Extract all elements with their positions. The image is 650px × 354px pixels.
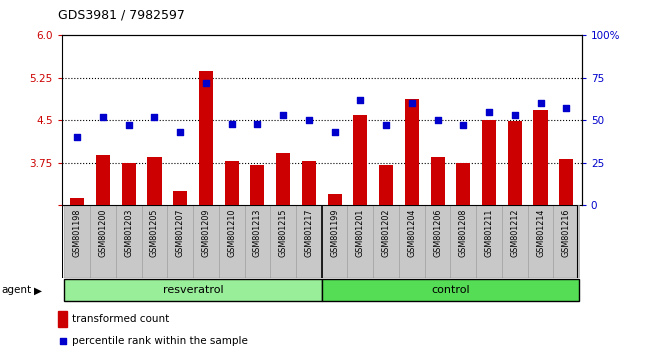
Bar (193, 205, 219, 278)
Text: percentile rank within the sample: percentile rank within the sample (72, 336, 248, 346)
Bar (70, 198, 84, 205)
Point (458, 122, 469, 128)
Point (381, 122, 391, 128)
Text: GSM801205: GSM801205 (150, 209, 159, 257)
Text: GSM801203: GSM801203 (124, 209, 133, 257)
Bar (508, 121, 522, 205)
Text: GSM801200: GSM801200 (98, 209, 107, 257)
Point (510, 113, 520, 118)
Text: GSM801209: GSM801209 (202, 209, 211, 257)
Point (561, 105, 571, 111)
Bar (322, 279, 579, 302)
Bar (424, 205, 450, 278)
Bar (224, 161, 239, 205)
Bar (167, 205, 193, 278)
Point (175, 130, 185, 135)
Point (380, 241, 391, 247)
Point (278, 113, 289, 118)
Bar (270, 205, 296, 278)
Bar (534, 110, 548, 205)
Bar (456, 163, 471, 205)
Bar (244, 205, 270, 278)
Point (432, 118, 443, 123)
Point (484, 109, 494, 115)
Text: GSM801217: GSM801217 (304, 209, 313, 257)
Bar (276, 153, 290, 205)
Text: GSM801210: GSM801210 (227, 209, 236, 257)
Bar (173, 191, 187, 205)
Bar (96, 155, 110, 205)
Bar (322, 205, 348, 278)
Point (124, 122, 134, 128)
Point (72, 135, 83, 140)
Bar (476, 205, 502, 278)
Bar (58, 311, 68, 327)
Text: GSM801204: GSM801204 (408, 209, 417, 257)
Bar (64, 205, 90, 278)
Bar (296, 205, 322, 278)
Point (226, 121, 237, 127)
Text: GSM801199: GSM801199 (330, 209, 339, 257)
Bar (142, 205, 167, 278)
Bar (379, 165, 393, 205)
Bar (148, 157, 161, 205)
Bar (482, 120, 496, 205)
Text: GSM801198: GSM801198 (73, 209, 82, 257)
Point (150, 114, 160, 120)
Bar (348, 205, 373, 278)
Bar (405, 99, 419, 205)
Point (98, 114, 108, 120)
Bar (450, 205, 476, 278)
Bar (328, 194, 342, 205)
Text: resveratrol: resveratrol (162, 285, 224, 295)
Text: GSM801213: GSM801213 (253, 209, 262, 257)
Bar (90, 205, 116, 278)
Bar (430, 157, 445, 205)
Text: GSM801206: GSM801206 (433, 209, 442, 257)
Point (252, 121, 263, 127)
Text: ▶: ▶ (34, 285, 42, 295)
Text: agent: agent (1, 285, 31, 295)
Bar (559, 159, 573, 205)
Text: GSM801207: GSM801207 (176, 209, 185, 257)
Text: GSM801201: GSM801201 (356, 209, 365, 257)
Bar (199, 70, 213, 205)
Bar (219, 205, 244, 278)
Text: GSM801214: GSM801214 (536, 209, 545, 257)
Bar (502, 205, 528, 278)
Bar (373, 205, 399, 278)
Bar (528, 205, 553, 278)
Point (355, 97, 365, 103)
Text: GSM801202: GSM801202 (382, 209, 391, 257)
Point (304, 118, 314, 123)
Text: GDS3981 / 7982597: GDS3981 / 7982597 (58, 9, 185, 22)
Text: control: control (431, 285, 470, 295)
Bar (399, 205, 424, 278)
Text: GSM801211: GSM801211 (485, 209, 493, 257)
Bar (64, 279, 322, 302)
Text: GSM801215: GSM801215 (279, 209, 288, 257)
Text: GSM801216: GSM801216 (562, 209, 571, 257)
Bar (354, 115, 367, 205)
Point (407, 101, 417, 106)
Point (536, 101, 546, 106)
Text: GSM801212: GSM801212 (510, 209, 519, 257)
Text: GSM801208: GSM801208 (459, 209, 468, 257)
Bar (122, 163, 136, 205)
Bar (250, 165, 265, 205)
Text: transformed count: transformed count (72, 314, 170, 324)
Bar (302, 161, 316, 205)
Bar (116, 205, 142, 278)
Bar (553, 205, 579, 278)
Point (330, 130, 340, 135)
Point (201, 80, 211, 86)
